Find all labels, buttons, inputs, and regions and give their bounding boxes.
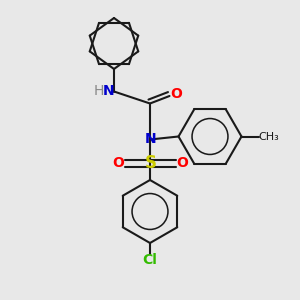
Text: Cl: Cl bbox=[142, 253, 158, 266]
Text: O: O bbox=[170, 87, 182, 101]
Text: N: N bbox=[145, 132, 157, 145]
Text: N: N bbox=[103, 84, 114, 98]
Text: O: O bbox=[176, 156, 188, 170]
Text: CH₃: CH₃ bbox=[258, 131, 279, 142]
Text: O: O bbox=[112, 156, 124, 170]
Text: H: H bbox=[93, 84, 103, 98]
Text: S: S bbox=[145, 154, 157, 172]
